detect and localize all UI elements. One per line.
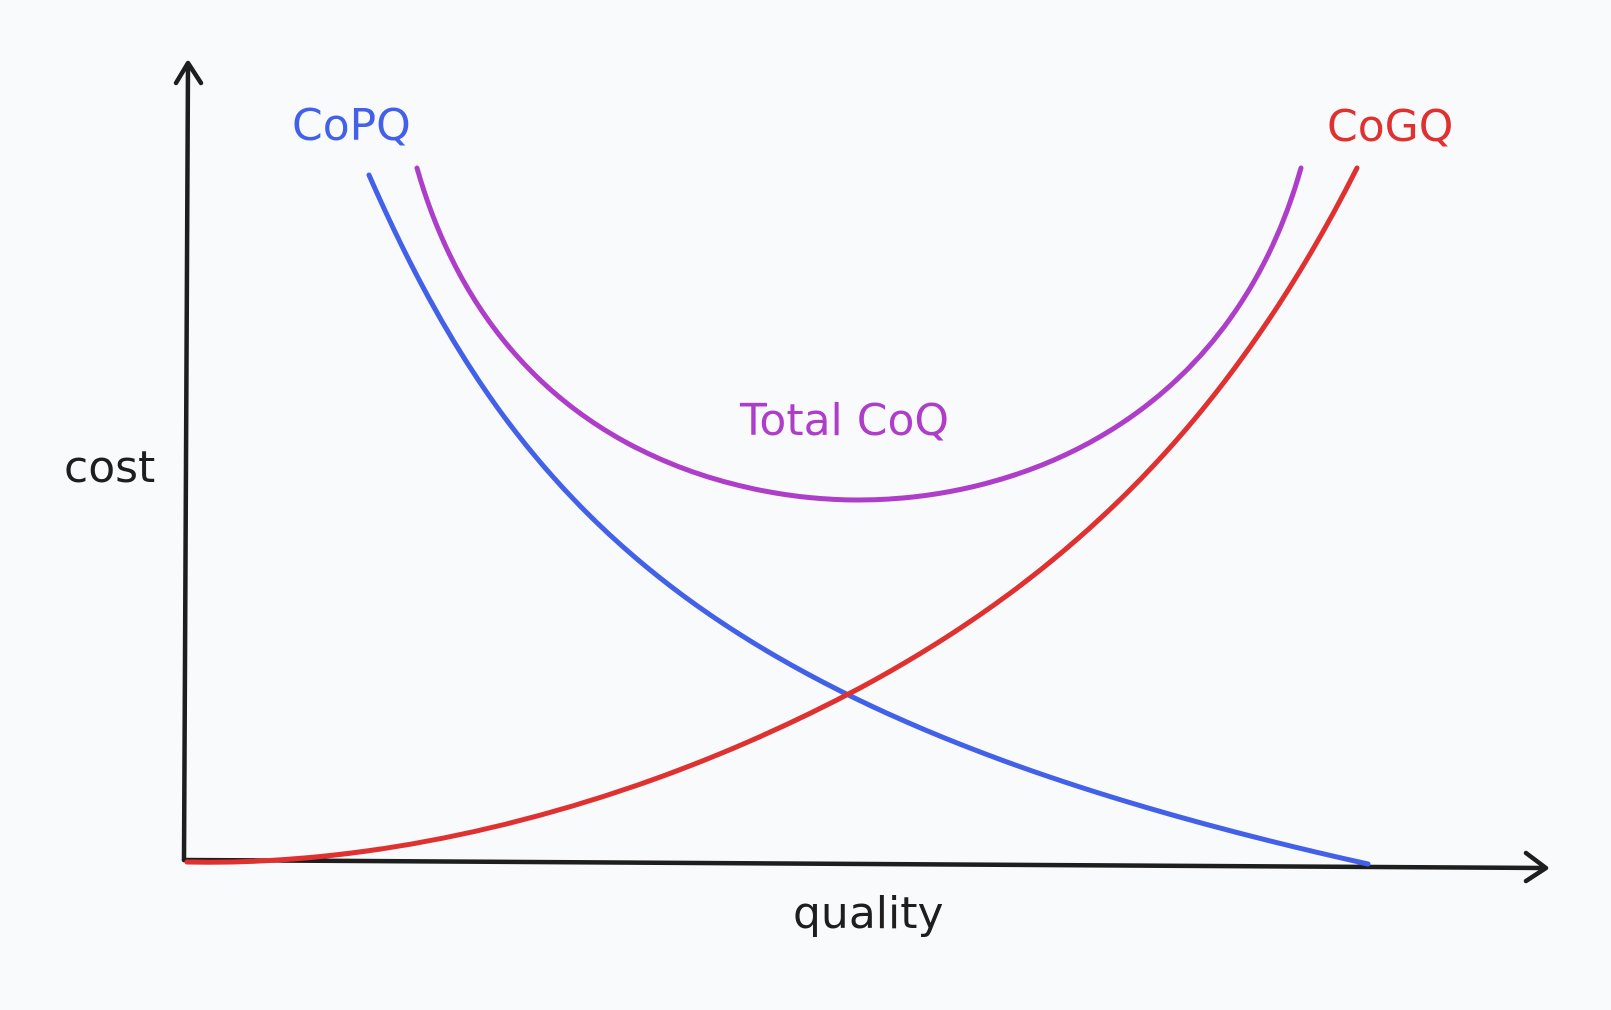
x-axis-label: quality <box>793 888 944 939</box>
total-coq-label: Total CoQ <box>739 395 949 446</box>
total-coq-curve <box>414 165 1304 503</box>
copq-label: CoPQ <box>292 100 411 151</box>
copq-curve <box>366 172 1371 867</box>
cogq-label: CoGQ <box>1327 101 1453 152</box>
y-axis-arrowhead <box>173 60 204 86</box>
y-axis-label: cost <box>64 442 155 493</box>
x-axis-arrowhead <box>1523 850 1549 884</box>
y-axis-line <box>181 61 191 863</box>
cogq-curve <box>184 165 1360 865</box>
x-axis-line <box>181 857 1548 871</box>
